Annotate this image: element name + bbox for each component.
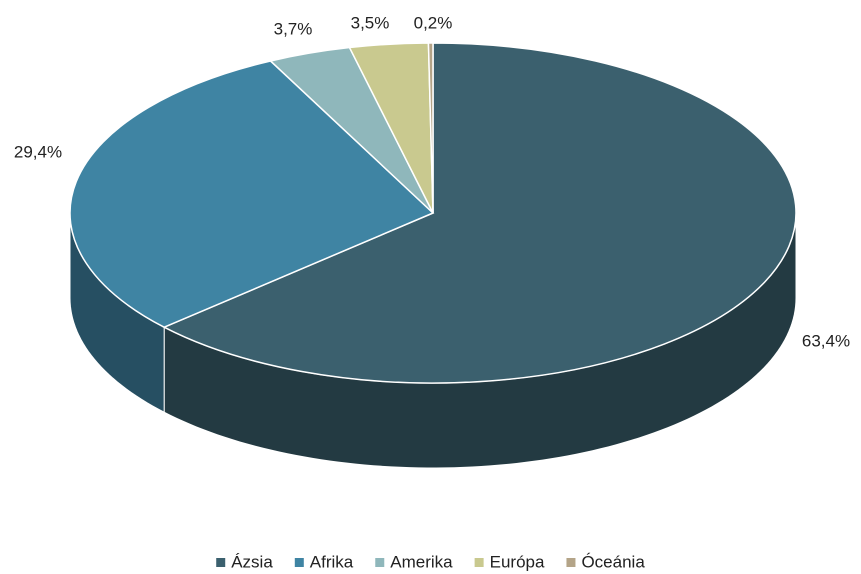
data-label: 29,4% [14,142,62,161]
data-label: 3,7% [274,19,313,38]
legend-label: Ázsia [231,552,273,571]
legend-marker [474,558,484,567]
legend-marker [566,558,576,567]
legend-marker [375,558,385,567]
legend-label: Óceánia [581,552,645,571]
legend-marker [294,558,304,567]
data-label: 3,5% [351,13,390,32]
slice [427,42,434,214]
data-label: 63,4% [802,331,850,350]
data-label: 0,2% [414,13,453,32]
legend-label: Európa [490,552,545,571]
slice [69,60,435,329]
slice [162,42,797,384]
legend-label: Afrika [310,552,354,571]
legend-label: Amerika [390,552,453,571]
legend-marker [216,558,226,567]
